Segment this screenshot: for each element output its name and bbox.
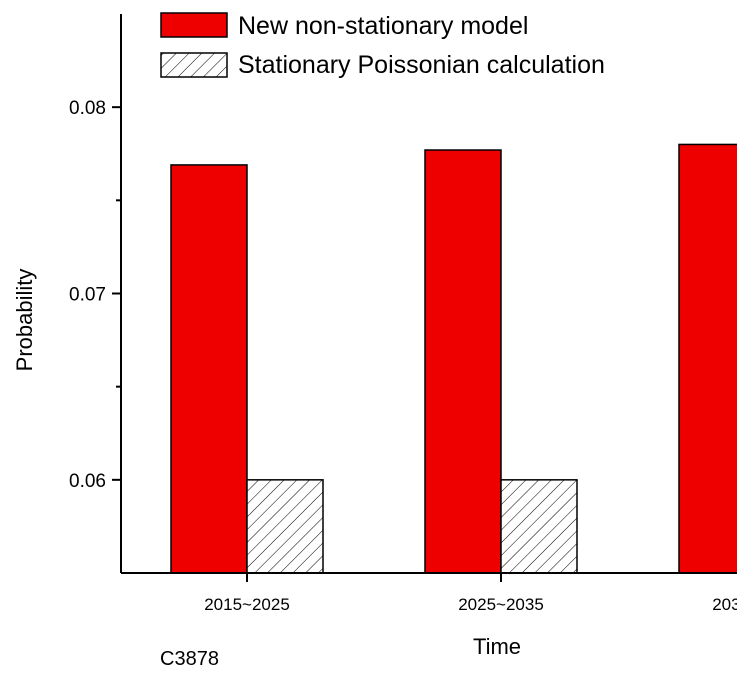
legend: New non-stationary model Stationary Pois… — [160, 12, 605, 79]
y-tick-label: 0.08 — [69, 98, 106, 119]
x-tick-label: 2035~2045 — [712, 595, 737, 614]
y-tick-label: 0.06 — [69, 471, 106, 492]
x-tick-label: 2025~2035 — [458, 595, 544, 614]
legend-label-series-1: Stationary Poissonian calculation — [238, 51, 605, 79]
bar-stationary-1 — [500, 479, 578, 574]
legend-label-series-0: New non-stationary model — [238, 12, 528, 40]
x-ticks-group: 2015~2025 2025~2035 2035~2045 — [204, 573, 737, 614]
figure-code: C3878 — [160, 648, 219, 670]
legend-swatch-series-1 — [160, 52, 228, 78]
bar-nonstationary-1 — [424, 149, 502, 574]
x-tick-label: 2015~2025 — [204, 595, 290, 614]
bar-nonstationary-0 — [170, 164, 248, 574]
legend-swatch-series-0 — [160, 12, 228, 38]
x-axis-label: Time — [473, 634, 521, 659]
bars-group — [170, 143, 737, 574]
y-ticks-group: 0.06 0.07 0.08 — [69, 98, 121, 492]
bar-stationary-0 — [246, 479, 324, 574]
bar-nonstationary-2 — [678, 143, 737, 574]
y-tick-label: 0.07 — [69, 285, 106, 306]
y-axis-label: Probability — [12, 269, 37, 372]
